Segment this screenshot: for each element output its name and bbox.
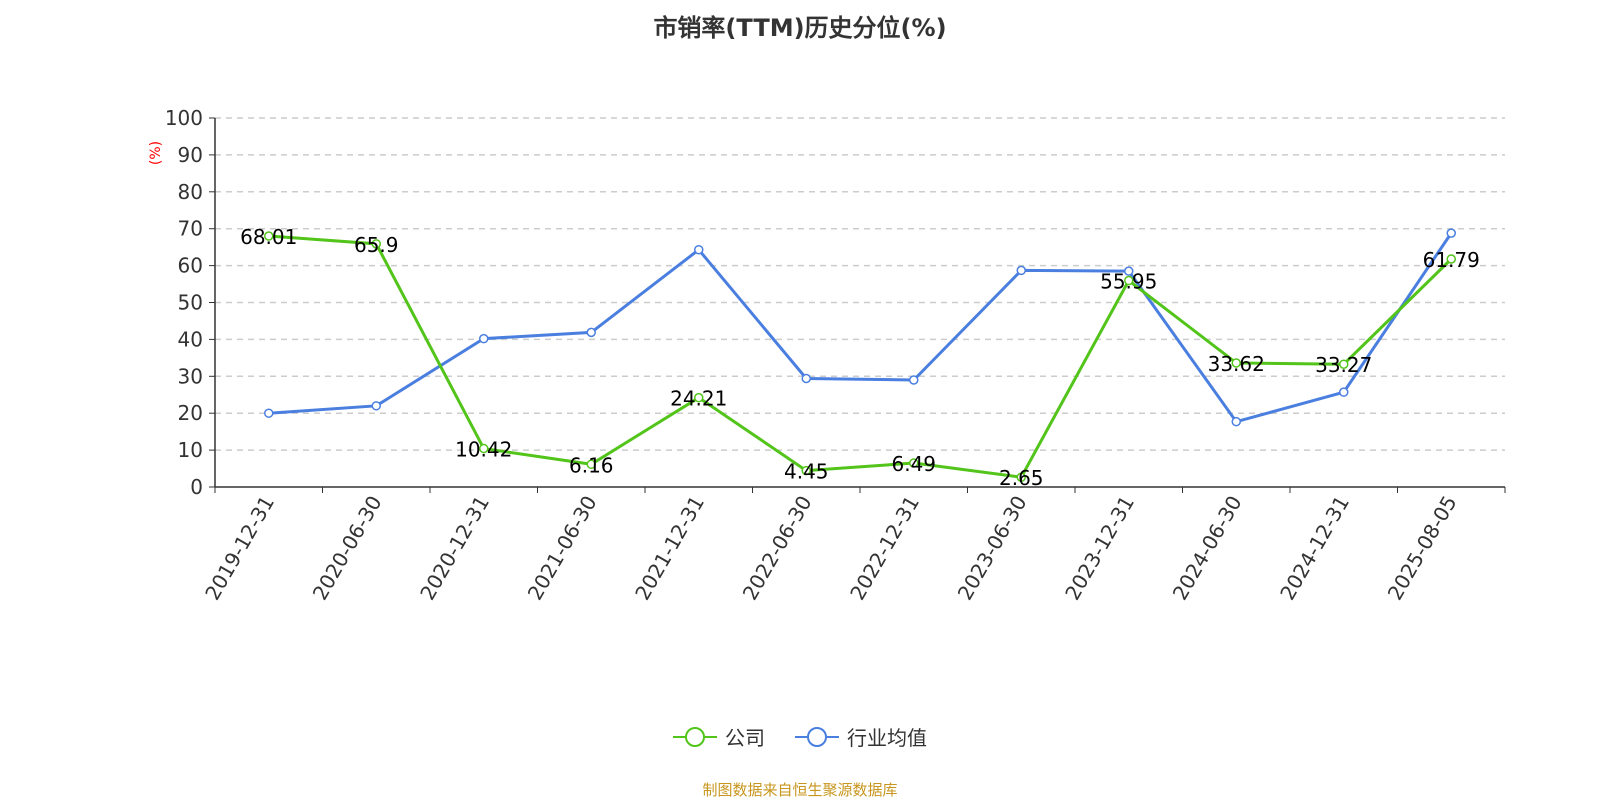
y-axis-label: (%) xyxy=(148,141,164,165)
y-tick-label: 40 xyxy=(178,327,203,351)
data-point xyxy=(1446,228,1456,238)
data-label: 65.9 xyxy=(354,233,399,257)
series-line xyxy=(268,232,1453,424)
data-label: 2.65 xyxy=(999,466,1044,490)
data-point xyxy=(1124,266,1134,276)
y-tick-label: 20 xyxy=(178,401,203,425)
source-note: 制图数据来自恒生聚源数据库 xyxy=(702,781,898,799)
data-label: 4.45 xyxy=(784,460,829,484)
series-line xyxy=(268,234,1453,479)
data-point xyxy=(694,392,704,403)
data-point xyxy=(586,327,596,338)
data-point xyxy=(801,465,811,476)
x-tick-label: 2020-06-30 xyxy=(308,492,387,605)
data-point xyxy=(479,333,489,344)
y-tick-label: 70 xyxy=(178,217,203,241)
y-tick-label: 50 xyxy=(178,291,203,315)
data-point xyxy=(264,231,274,241)
legend: 公司 行业均值 xyxy=(0,722,1600,751)
data-label: 33.27 xyxy=(1315,353,1372,377)
data-point xyxy=(264,408,274,418)
data-point xyxy=(371,239,381,249)
x-tick-label: 2021-12-31 xyxy=(630,492,709,605)
data-label: 24.21 xyxy=(670,387,727,411)
x-tick-label: 2023-06-30 xyxy=(953,492,1032,605)
data-point xyxy=(1124,275,1134,286)
data-point xyxy=(1339,387,1349,397)
data-point xyxy=(694,244,704,255)
data-label: 10.42 xyxy=(455,438,512,462)
data-point xyxy=(909,375,919,385)
data-point xyxy=(1446,254,1456,264)
y-tick-label: 100 xyxy=(165,106,203,130)
data-point xyxy=(1016,265,1026,276)
y-tick-label: 10 xyxy=(178,438,203,462)
data-label: 6.16 xyxy=(569,453,614,477)
data-point xyxy=(909,458,919,468)
data-label: 6.49 xyxy=(891,452,936,476)
legend-item[interactable]: 公司 xyxy=(673,722,765,751)
chart-title: 市销率(TTM)历史分位(%) xyxy=(653,14,947,42)
legend-label: 公司 xyxy=(725,726,765,750)
x-tick-label: 2020-12-31 xyxy=(415,492,494,605)
x-tick-label: 2023-12-31 xyxy=(1060,492,1139,605)
y-tick-label: 90 xyxy=(178,143,203,167)
x-tick-label: 2019-12-31 xyxy=(200,492,279,605)
y-tick-label: 60 xyxy=(178,254,203,278)
data-point xyxy=(1231,358,1241,368)
x-tick-label: 2024-12-31 xyxy=(1275,492,1354,605)
data-point xyxy=(479,443,489,454)
data-label: 61.79 xyxy=(1423,248,1480,272)
data-point xyxy=(1016,472,1026,482)
x-tick-label: 2021-06-30 xyxy=(523,492,602,605)
data-point xyxy=(371,401,381,411)
x-tick-label: 2022-12-31 xyxy=(845,492,924,605)
data-point xyxy=(801,373,811,384)
x-tick-label: 2022-06-30 xyxy=(738,492,817,605)
legend-marker-icon xyxy=(673,726,717,747)
x-tick-label: 2024-06-30 xyxy=(1168,492,1247,605)
legend-label: 行业均值 xyxy=(847,726,927,750)
data-point xyxy=(1231,416,1241,427)
data-point xyxy=(586,459,596,470)
data-label: 33.62 xyxy=(1208,352,1265,376)
data-label: 55.95 xyxy=(1100,270,1157,294)
y-tick-label: 80 xyxy=(178,180,203,204)
x-tick-label: 2025-08-05 xyxy=(1383,492,1462,605)
legend-item[interactable]: 行业均值 xyxy=(795,722,927,751)
y-tick-label: 30 xyxy=(178,364,203,388)
y-tick-label: 0 xyxy=(190,475,203,499)
legend-marker-icon xyxy=(795,726,839,747)
data-point xyxy=(1339,359,1349,369)
data-label: 68.01 xyxy=(240,225,297,249)
